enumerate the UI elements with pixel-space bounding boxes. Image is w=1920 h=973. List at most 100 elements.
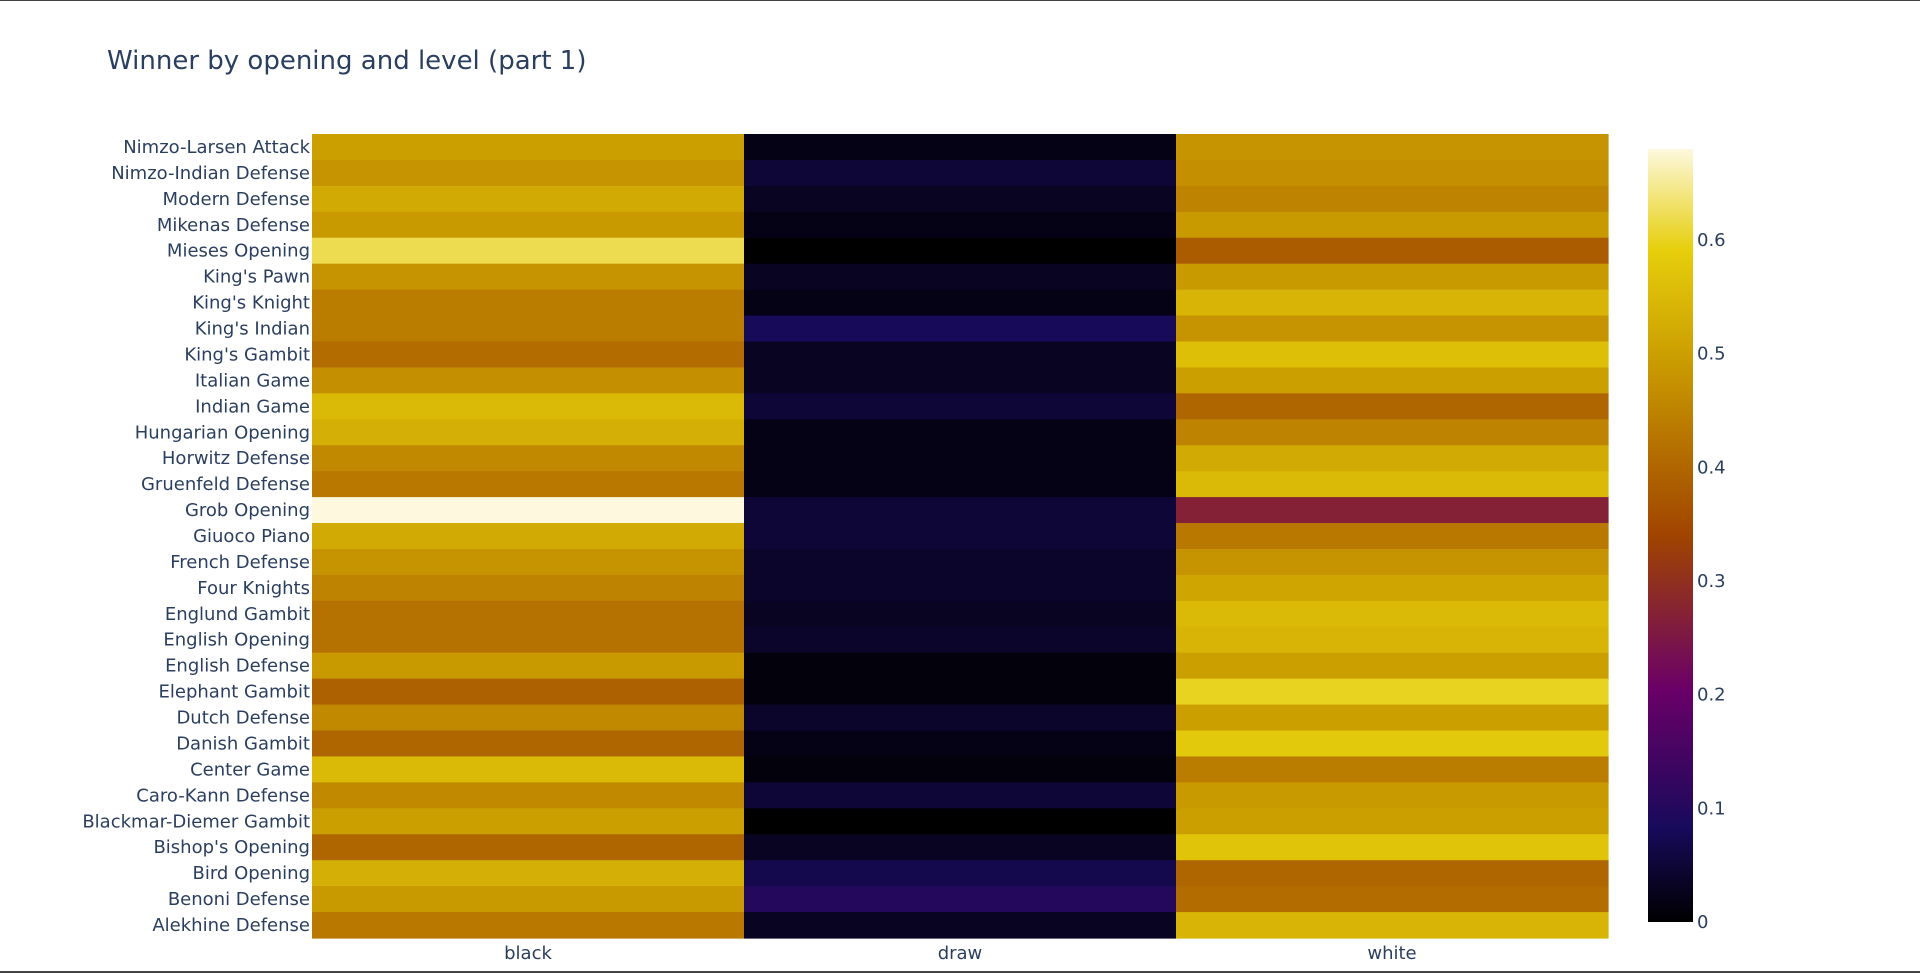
x-tick-label: draw	[938, 943, 983, 964]
heatmap-cell	[744, 548, 1177, 576]
heatmap-cell	[1176, 782, 1609, 809]
heatmap-cell	[744, 419, 1177, 446]
y-tick-label: Giuoco Piano	[193, 526, 310, 547]
y-tick-label: Nimzo-Larsen Attack	[123, 137, 310, 158]
heatmap-cell	[312, 523, 745, 550]
heatmap-cell	[312, 159, 745, 187]
colorbar-tick-label: 0.5	[1697, 344, 1726, 365]
y-tick-label: Englund Gambit	[165, 604, 310, 625]
heatmap-cell	[1176, 185, 1609, 213]
heatmap-cell	[1176, 523, 1609, 550]
y-tick-label: Four Knights	[197, 578, 310, 599]
heatmap-cell	[312, 808, 745, 835]
x-axis-labels: black draw white	[504, 943, 1417, 964]
y-tick-label: Italian Game	[195, 370, 310, 391]
y-tick-label: Indian Game	[195, 396, 310, 417]
heatmap-cell	[312, 730, 745, 758]
heatmap-cell	[1176, 134, 1609, 161]
y-tick-label: Bird Opening	[193, 863, 311, 884]
colorbar-tick-label: 0	[1697, 912, 1708, 933]
y-tick-label: Elephant Gambit	[159, 682, 311, 703]
heatmap-cell	[1176, 834, 1609, 861]
colorbar-tick-label: 0.3	[1697, 571, 1726, 592]
heatmap-cell	[744, 652, 1177, 680]
heatmap-cell	[744, 678, 1177, 706]
heatmap-cell	[312, 860, 745, 887]
y-tick-label: French Defense	[170, 552, 310, 573]
heatmap-cell	[312, 315, 745, 343]
heatmap-cell	[744, 237, 1177, 265]
heatmap-cell	[312, 834, 745, 861]
heatmap-cell	[312, 263, 745, 291]
heatmap-cell	[312, 497, 745, 524]
colorbar-tick-label: 0.4	[1697, 457, 1726, 478]
heatmap-cell	[744, 263, 1177, 291]
y-tick-label: King's Gambit	[184, 344, 310, 365]
chart-title: Winner by opening and level (part 1)	[107, 46, 587, 76]
y-tick-label: Mieses Opening	[167, 241, 310, 262]
y-tick-label: Hungarian Opening	[135, 422, 310, 443]
y-tick-label: Benoni Defense	[168, 889, 310, 910]
y-tick-label: English Defense	[165, 656, 310, 677]
heatmap-cell	[312, 134, 745, 161]
heatmap-cell	[1176, 393, 1609, 420]
heatmap-cell	[1176, 497, 1609, 524]
heatmap-cell	[312, 652, 745, 680]
y-tick-label: Bishop's Opening	[153, 837, 310, 858]
heatmap-cell	[312, 600, 745, 628]
heatmap-cell	[744, 445, 1177, 472]
heatmap-cell	[744, 211, 1177, 239]
y-tick-label: Alekhine Defense	[152, 915, 310, 936]
heatmap-cell	[1176, 367, 1609, 394]
heatmap-cell	[744, 134, 1177, 161]
y-tick-label: King's Knight	[192, 293, 310, 314]
heatmap-cell	[1176, 445, 1609, 472]
heatmap-cell	[744, 704, 1177, 732]
heatmap-cell	[312, 574, 745, 602]
heatmap-cell	[312, 185, 745, 213]
y-tick-label: Grob Opening	[185, 500, 310, 521]
heatmap-cell	[312, 886, 745, 913]
heatmap-cell	[1176, 159, 1609, 187]
heatmap-cell	[312, 237, 745, 265]
heatmap-cell	[1176, 211, 1609, 239]
heatmap-cell	[744, 185, 1177, 213]
heatmap-cell	[1176, 652, 1609, 680]
y-tick-label: Blackmar-Diemer Gambit	[82, 811, 310, 832]
colorbar: 0 0.1 0.2 0.3 0.4 0.5 0.6	[1648, 149, 1726, 933]
heatmap-cell	[1176, 289, 1609, 317]
heatmap-cells	[312, 134, 1609, 939]
heatmap-cell	[312, 704, 745, 732]
heatmap-cell	[744, 626, 1177, 654]
heatmap-cell	[744, 886, 1177, 913]
colorbar-tick-label: 0.1	[1697, 798, 1726, 819]
heatmap-cell	[1176, 860, 1609, 887]
heatmap-cell	[1176, 600, 1609, 628]
heatmap-cell	[1176, 808, 1609, 835]
heatmap-cell	[744, 367, 1177, 394]
heatmap-cell	[744, 600, 1177, 628]
heatmap-cell	[1176, 419, 1609, 446]
heatmap-cell	[744, 808, 1177, 835]
heatmap-cell	[1176, 704, 1609, 732]
x-tick-label: black	[504, 943, 552, 964]
heatmap-cell	[312, 445, 745, 472]
heatmap-cell	[1176, 678, 1609, 706]
heatmap-cell	[1176, 886, 1609, 913]
colorbar-tick-label: 0.2	[1697, 685, 1726, 706]
heatmap-cell	[312, 341, 745, 369]
heatmap-cell	[312, 912, 745, 939]
heatmap-cell	[312, 626, 745, 654]
heatmap-cell	[744, 315, 1177, 343]
heatmap-cell	[1176, 341, 1609, 369]
y-tick-label: Horwitz Defense	[162, 448, 310, 469]
y-tick-label: Nimzo-Indian Defense	[111, 163, 310, 184]
heatmap-cell	[1176, 548, 1609, 576]
y-axis-labels: Nimzo-Larsen Attack Nimzo-Indian Defense M…	[82, 137, 310, 936]
heatmap-cell	[1176, 756, 1609, 783]
heatmap-cell	[312, 393, 745, 420]
y-tick-label: Mikenas Defense	[157, 215, 310, 236]
heatmap-cell	[1176, 912, 1609, 939]
y-tick-label: Modern Defense	[163, 189, 310, 210]
